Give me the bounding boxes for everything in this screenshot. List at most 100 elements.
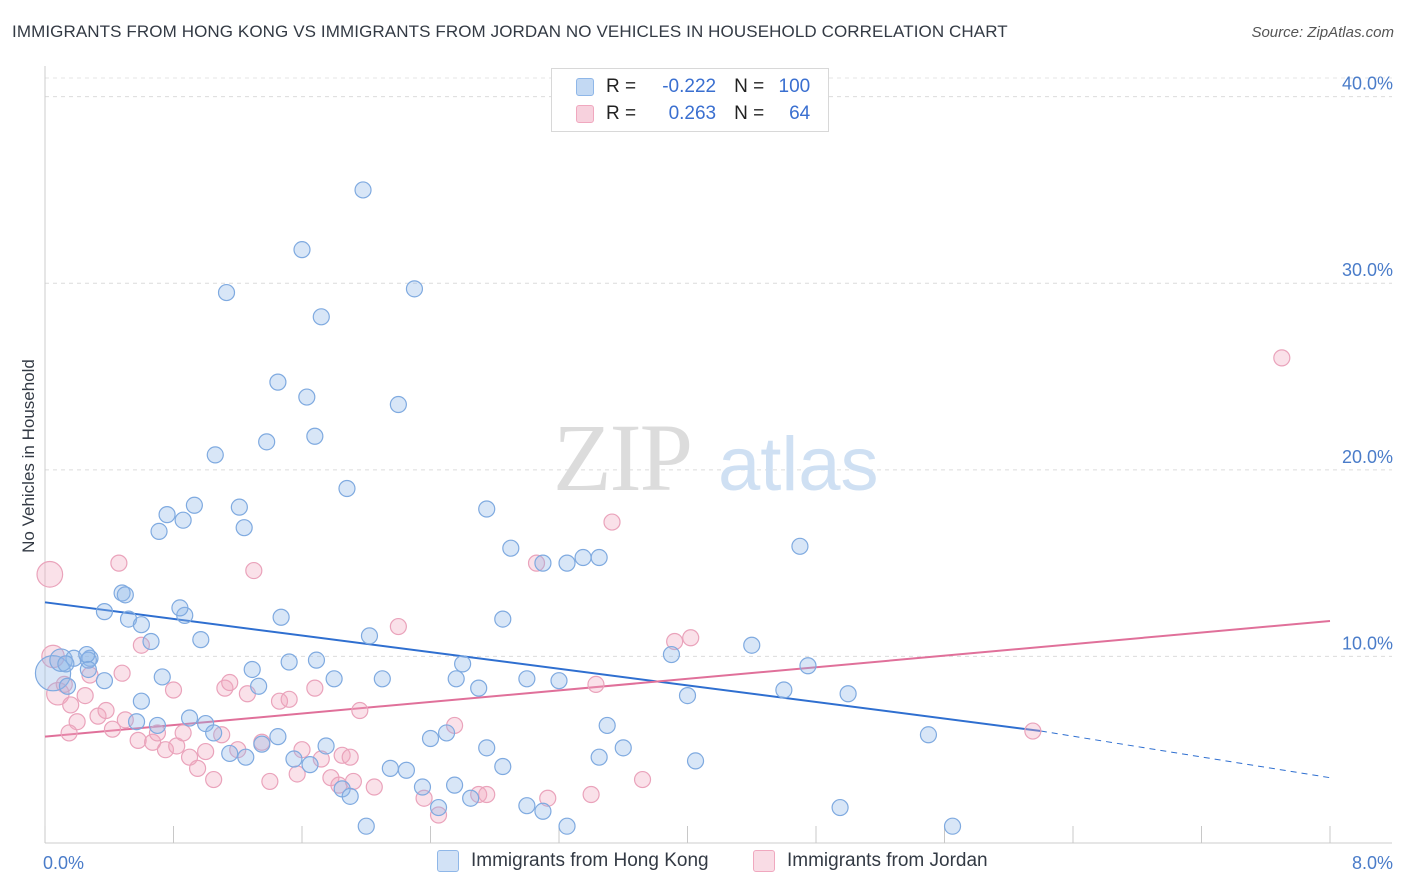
jordan-point bbox=[280, 690, 298, 708]
hong-kong-point bbox=[250, 677, 268, 695]
hong-kong-point bbox=[360, 627, 379, 645]
jordan-point bbox=[174, 724, 192, 742]
jordan-point bbox=[76, 686, 94, 705]
jordan-point bbox=[1024, 722, 1042, 740]
hong-kong-point bbox=[405, 280, 424, 298]
hong-kong-point bbox=[678, 686, 697, 705]
hong-kong-point bbox=[230, 498, 248, 516]
jordan-point bbox=[582, 785, 600, 804]
hong-kong-point bbox=[312, 308, 330, 326]
jordan-point bbox=[245, 561, 263, 580]
jordan-point bbox=[341, 748, 359, 766]
hong-kong-point bbox=[478, 500, 496, 518]
hong-kong-point bbox=[142, 632, 160, 651]
jordan-points bbox=[36, 349, 1291, 824]
jordan-point bbox=[539, 789, 557, 807]
hong-kong-point bbox=[357, 817, 375, 835]
hong-kong-point bbox=[454, 655, 472, 673]
hong-kong-point bbox=[462, 789, 480, 807]
hong-kong-point bbox=[148, 716, 167, 735]
hong-kong-point bbox=[943, 817, 962, 835]
hong-kong-point bbox=[338, 479, 356, 498]
jordan-point bbox=[261, 772, 279, 791]
hong-kong-point bbox=[127, 713, 146, 731]
jordan-point bbox=[60, 724, 78, 742]
jordan-point bbox=[62, 696, 80, 714]
jordan-point bbox=[110, 554, 128, 572]
hong-kong-point bbox=[437, 724, 456, 742]
trend-line-hong-kong-extension bbox=[1040, 730, 1331, 779]
hong-kong-point bbox=[132, 616, 150, 634]
hong-kong-point bbox=[590, 548, 608, 567]
hong-kong-point bbox=[280, 653, 298, 671]
hong-kong-point bbox=[429, 798, 448, 817]
legend-swatch-jordan bbox=[576, 105, 594, 123]
jordan-point bbox=[527, 554, 546, 572]
hong-kong-point bbox=[243, 660, 261, 679]
hong-kong-point bbox=[95, 672, 114, 690]
hong-kong-point bbox=[317, 737, 335, 755]
legend-swatch-hong-kong bbox=[576, 78, 594, 96]
hong-kong-point bbox=[662, 645, 681, 664]
hong-kong-point bbox=[445, 776, 464, 794]
hong-kong-point bbox=[919, 726, 938, 744]
legend-r-label: R = bbox=[606, 103, 637, 124]
jordan-point bbox=[603, 513, 621, 531]
hong-kong-point bbox=[34, 655, 72, 692]
jordan-point bbox=[682, 629, 700, 647]
hong-kong-point bbox=[502, 539, 520, 557]
watermark-atlas: atlas bbox=[718, 422, 879, 507]
legend-n-value-jordan: 64 bbox=[789, 103, 811, 124]
jordan-point bbox=[197, 742, 215, 761]
hong-kong-point bbox=[235, 519, 253, 537]
hong-kong-point bbox=[470, 679, 488, 697]
hong-kong-point bbox=[79, 660, 97, 679]
jordan-point bbox=[666, 632, 684, 651]
hong-kong-point bbox=[791, 537, 809, 555]
hong-kong-point bbox=[598, 716, 616, 735]
hong-kong-point bbox=[558, 554, 576, 572]
hong-kong-point bbox=[325, 670, 343, 688]
jordan-point bbox=[156, 741, 175, 759]
legend-n-label: N = bbox=[734, 76, 765, 97]
correlation-legend: R = -0.222 N = 100 R = 0.263 N = 64 bbox=[551, 68, 829, 132]
y-tick-label: 40.0% bbox=[1342, 74, 1393, 94]
hong-kong-point bbox=[153, 668, 171, 686]
watermark-zip: ZIP bbox=[553, 404, 691, 511]
hong-kong-point bbox=[205, 724, 223, 742]
hong-kong-point bbox=[150, 522, 168, 541]
hong-kong-point bbox=[413, 778, 432, 796]
hong-kong-point bbox=[272, 608, 290, 626]
hong-kong-point bbox=[269, 373, 287, 391]
hong-kong-point bbox=[307, 651, 326, 669]
jordan-point bbox=[1273, 349, 1291, 367]
legend-n-label: N = bbox=[734, 103, 765, 124]
hong-kong-point bbox=[534, 802, 552, 820]
hong-kong-point bbox=[421, 729, 440, 748]
bottom-legend-hong-kong: Immigrants from Hong Kong bbox=[437, 850, 709, 872]
jordan-point bbox=[164, 681, 183, 699]
jordan-point bbox=[221, 673, 239, 692]
hong-kong-point bbox=[389, 395, 407, 414]
hong-kong-point bbox=[534, 554, 552, 572]
bottom-legend-label-jordan: Immigrants from Jordan bbox=[787, 850, 988, 871]
hong-kong-point bbox=[217, 283, 236, 302]
jordan-point bbox=[36, 560, 64, 588]
trend-line-jordan bbox=[44, 619, 1331, 738]
source-credit: Source: ZipAtlas.com bbox=[1251, 24, 1394, 41]
jordan-point bbox=[132, 636, 150, 654]
axes bbox=[44, 66, 1392, 844]
hong-kong-point bbox=[158, 506, 176, 524]
legend-r-value-hong-kong: -0.222 bbox=[662, 76, 717, 97]
hong-kong-point bbox=[494, 610, 512, 628]
legend-r-value-jordan: 0.263 bbox=[668, 103, 717, 124]
hong-kong-point bbox=[518, 670, 536, 688]
hong-kong-point bbox=[373, 670, 391, 688]
hong-kong-point bbox=[839, 685, 857, 703]
hong-kong-point bbox=[381, 759, 399, 777]
tick-labels: 10.0% 20.0% 30.0% 40.0% 0.0% 8.0% No Vehicles … bbox=[19, 74, 1393, 873]
bottom-legend-label-hong-kong: Immigrants from Hong Kong bbox=[471, 850, 709, 871]
hong-kong-point bbox=[354, 181, 372, 199]
jordan-point bbox=[103, 720, 122, 738]
y-tick-label: 10.0% bbox=[1342, 633, 1393, 653]
